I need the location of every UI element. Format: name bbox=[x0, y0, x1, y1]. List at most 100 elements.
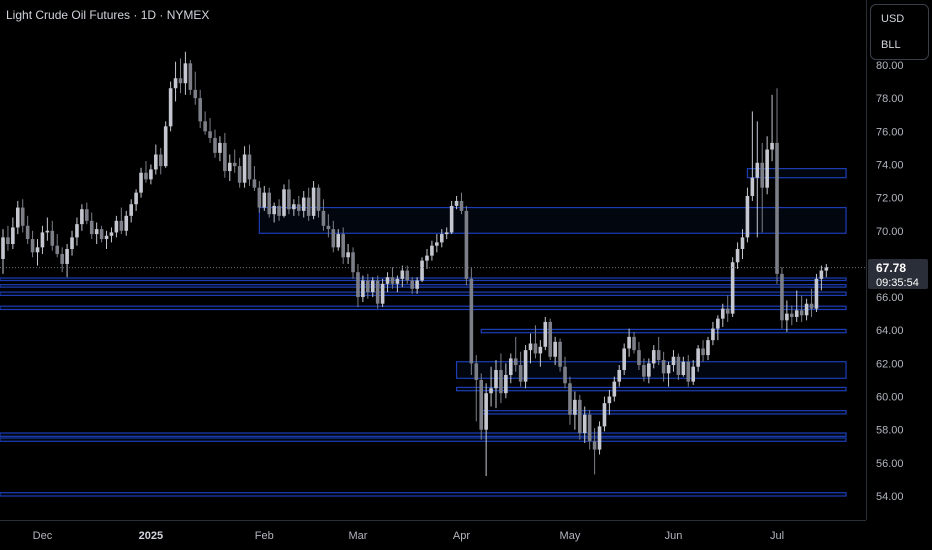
candle-body bbox=[415, 280, 419, 289]
x-tick-label: 2025 bbox=[139, 530, 163, 542]
candle-body bbox=[578, 399, 582, 434]
x-tick-label: Apr bbox=[453, 530, 470, 542]
candle-body bbox=[454, 200, 459, 206]
candle-body bbox=[499, 370, 503, 394]
candle-body bbox=[316, 187, 321, 211]
y-tick-label: 58.00 bbox=[876, 425, 904, 437]
candle-body bbox=[587, 414, 592, 442]
candle-body bbox=[607, 396, 612, 404]
candle-body bbox=[494, 370, 498, 389]
candle-body bbox=[632, 336, 636, 351]
candle-body bbox=[213, 137, 217, 153]
currency-label[interactable]: USD bbox=[881, 13, 905, 25]
candle-body bbox=[720, 308, 725, 319]
candle-body bbox=[149, 169, 153, 180]
candle-body bbox=[237, 166, 242, 183]
candle-body bbox=[370, 280, 375, 293]
candle-body bbox=[760, 162, 765, 188]
candle-body bbox=[489, 388, 493, 394]
candle-body bbox=[597, 426, 602, 450]
candle-body bbox=[292, 204, 296, 210]
candle-body bbox=[178, 78, 183, 84]
candle-body bbox=[701, 348, 705, 356]
candle-body bbox=[262, 192, 267, 208]
candle-body bbox=[50, 230, 55, 246]
candle-body bbox=[484, 393, 488, 430]
x-tick-label: Jun bbox=[665, 530, 683, 542]
candle-body bbox=[430, 245, 434, 256]
countdown-timer: 09:35:54 bbox=[876, 277, 919, 289]
candle-body bbox=[464, 210, 469, 279]
candle-body bbox=[400, 270, 405, 279]
candle-body bbox=[799, 310, 804, 316]
candle-body bbox=[651, 350, 656, 364]
currency-unit-selector[interactable]: USD BLL bbox=[870, 4, 929, 60]
candle-body bbox=[124, 215, 129, 231]
support-resistance-zone bbox=[258, 206, 847, 234]
candle-body bbox=[208, 131, 212, 138]
candle-body bbox=[513, 358, 518, 366]
candle-body bbox=[139, 172, 143, 193]
candle-body bbox=[85, 209, 89, 221]
candle-body bbox=[439, 234, 444, 243]
candle-body bbox=[331, 229, 336, 248]
candle-body bbox=[287, 189, 291, 210]
candle-body bbox=[780, 273, 784, 321]
chart-title: Light Crude Oil Futures · 1D · NYMEX bbox=[6, 8, 210, 22]
candle-body bbox=[435, 242, 439, 246]
candle-body bbox=[790, 313, 794, 317]
candle-body bbox=[794, 310, 799, 317]
y-tick-label: 72.00 bbox=[876, 193, 904, 205]
candle-body bbox=[227, 162, 232, 172]
last-price-value: 67.78 bbox=[876, 261, 906, 275]
unit-label[interactable]: BLL bbox=[881, 39, 901, 51]
candle-body bbox=[380, 283, 385, 304]
candle-body bbox=[158, 154, 163, 167]
candle-body bbox=[40, 232, 45, 248]
support-resistance-zone bbox=[0, 432, 847, 437]
candle-body bbox=[119, 220, 124, 231]
y-axis[interactable]: 80.0078.0076.0074.0072.0070.0068.0066.00… bbox=[876, 60, 904, 503]
candle-body bbox=[203, 121, 207, 132]
x-axis[interactable]: Dec 2025 Feb Mar Apr May Jun Jul bbox=[33, 530, 784, 542]
candle-body bbox=[617, 370, 622, 382]
candle-body bbox=[469, 278, 474, 364]
candle-body bbox=[361, 280, 365, 298]
candle-body bbox=[686, 361, 691, 382]
candle-body bbox=[65, 249, 69, 264]
candle-body bbox=[134, 192, 138, 205]
candle-body bbox=[311, 187, 316, 216]
candle-body bbox=[60, 253, 64, 264]
candle-body bbox=[198, 98, 202, 122]
candle-body bbox=[247, 154, 252, 180]
candle-body bbox=[104, 235, 109, 240]
candle-body bbox=[163, 126, 168, 167]
candle-body bbox=[627, 336, 631, 349]
candle-body bbox=[366, 280, 370, 293]
candle-body bbox=[523, 350, 528, 382]
candle-body bbox=[750, 177, 755, 196]
candle-body bbox=[55, 245, 60, 254]
support-resistance-zone bbox=[0, 291, 847, 297]
candle-body bbox=[356, 272, 360, 298]
candle-body bbox=[656, 350, 661, 361]
support-resistance-zone bbox=[0, 284, 847, 288]
candle-body bbox=[425, 255, 429, 261]
candle-body bbox=[94, 229, 99, 235]
support-resistance-zone bbox=[455, 361, 847, 379]
candle-body bbox=[573, 399, 577, 415]
candle-body bbox=[666, 365, 671, 374]
candle-body bbox=[30, 239, 35, 253]
support-resistance-zone bbox=[480, 410, 847, 415]
candle-body bbox=[306, 197, 311, 216]
candle-body bbox=[193, 89, 198, 99]
candle-body bbox=[518, 365, 523, 382]
candle-body bbox=[814, 278, 819, 309]
candle-body bbox=[582, 414, 587, 434]
candle-body bbox=[647, 363, 651, 377]
x-tick-label: May bbox=[560, 530, 581, 542]
candle-body bbox=[449, 205, 454, 233]
candle-body bbox=[420, 260, 424, 281]
candle-body bbox=[1, 237, 5, 259]
